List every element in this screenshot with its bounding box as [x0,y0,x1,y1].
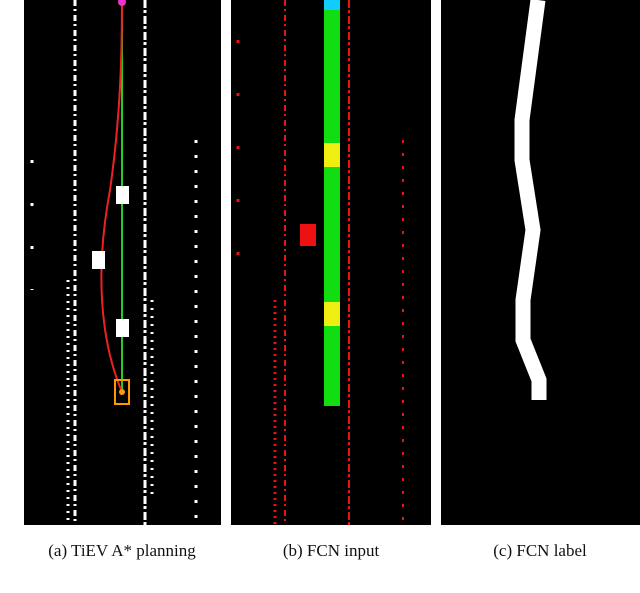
route-goal [324,0,340,10]
obstacle [92,251,105,269]
obstacle [116,186,129,204]
panel-b [231,0,431,525]
obstacle [116,319,129,337]
label-path [514,0,547,400]
planned-path [100,0,123,393]
route-bar [324,0,340,406]
panel-a [24,0,221,525]
vehicle-center [119,389,125,395]
caption: (a) TiEV A* planning [48,541,196,560]
panel-c [441,0,640,525]
caption: (b) FCN input [283,541,380,560]
goal-point [118,0,126,6]
vehicle [114,379,130,405]
panel-background [441,0,640,525]
caption: (c) FCN label [493,541,587,560]
obstacle [300,224,316,246]
route-obstacle [324,143,340,167]
route-obstacle [324,302,340,326]
